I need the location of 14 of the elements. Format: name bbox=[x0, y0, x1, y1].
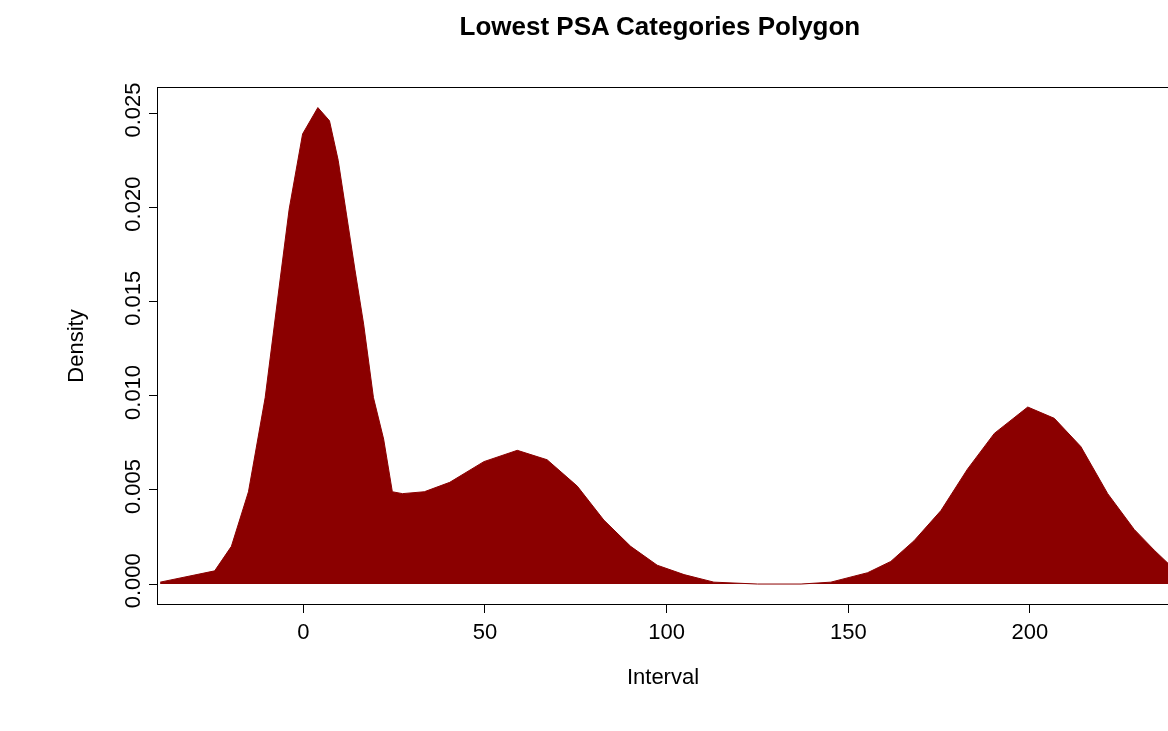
chart-title: Lowest PSA Categories Polygon bbox=[459, 10, 861, 41]
y-tick-label: 0.020 bbox=[120, 176, 146, 232]
x-tick-label: 200 bbox=[1011, 619, 1049, 645]
y-tick-label: 0.025 bbox=[120, 82, 146, 138]
x-tick-label: 100 bbox=[648, 619, 685, 645]
y-axis-title: Density bbox=[63, 309, 88, 383]
y-tick-label: 0.005 bbox=[120, 459, 146, 515]
x-tick-label: 0 bbox=[297, 619, 310, 645]
x-tick-label: 150 bbox=[829, 619, 867, 645]
y-tick-label: 0.010 bbox=[120, 364, 146, 420]
y-tick-label: 0.015 bbox=[120, 270, 146, 326]
x-axis-title: Interval bbox=[626, 664, 700, 690]
y-tick-label: 0.000 bbox=[120, 553, 146, 609]
x-tick-label: 50 bbox=[472, 619, 498, 645]
